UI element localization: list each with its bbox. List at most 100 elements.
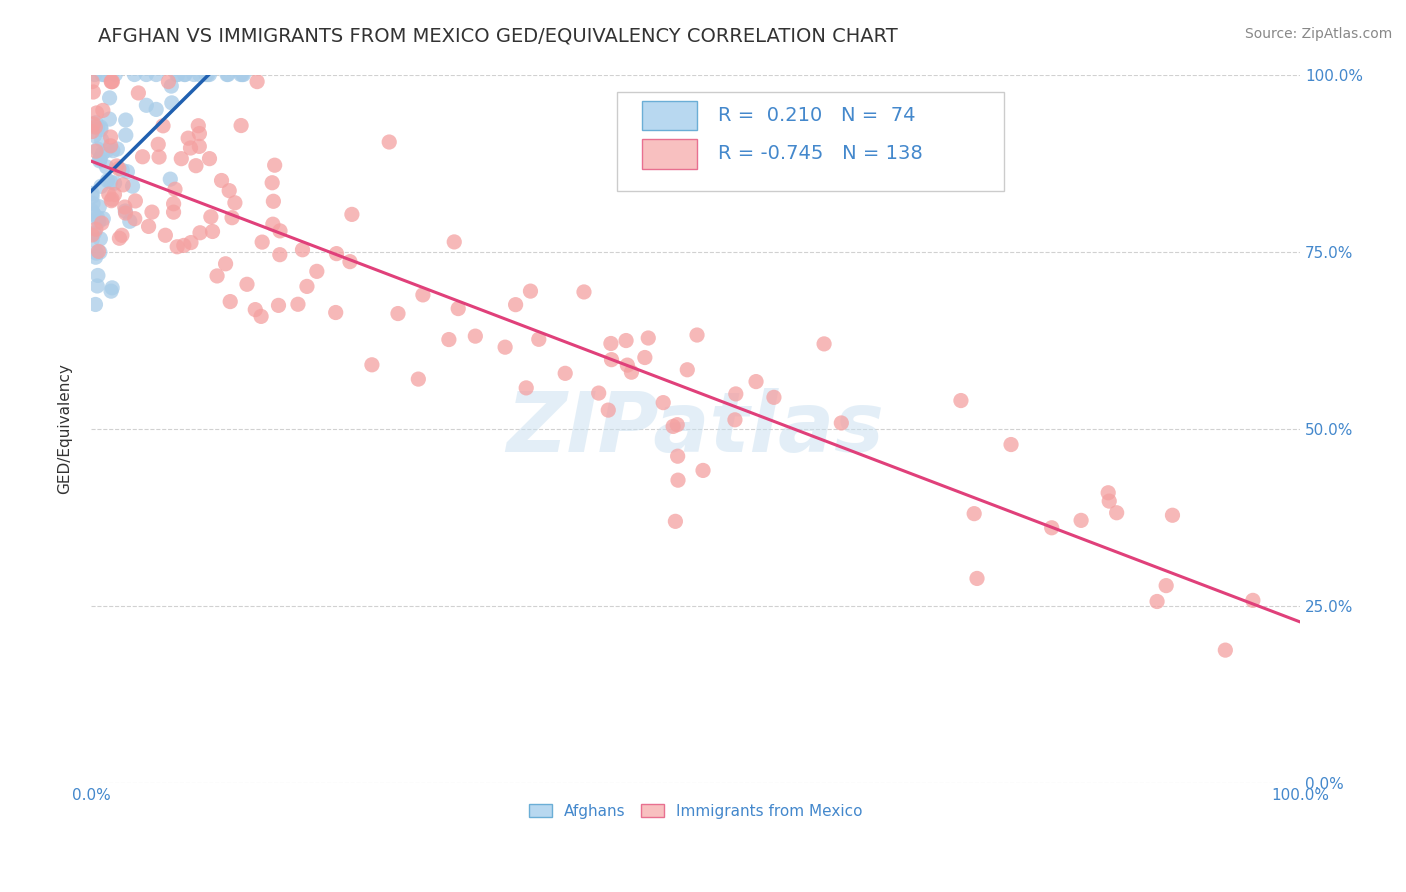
Point (231, 68, 253, 82)
Point (229, 68, 252, 82)
Point (505, 298, 527, 312)
Point (447, 301, 470, 316)
Point (135, 68, 157, 82)
Point (600, 352, 623, 367)
Point (830, 416, 852, 430)
Point (100, 130, 122, 145)
Point (214, 257, 236, 271)
Point (160, 95, 183, 110)
Point (103, 187, 125, 202)
Point (111, 228, 134, 243)
Point (87, 244, 110, 259)
Text: ZIPatlas: ZIPatlas (506, 388, 884, 469)
Point (378, 135, 401, 149)
Point (114, 204, 136, 219)
Point (221, 211, 243, 225)
Point (616, 358, 638, 372)
Point (724, 387, 747, 401)
Point (269, 248, 291, 262)
Point (90, 216, 112, 230)
Point (598, 403, 620, 417)
Point (250, 235, 273, 249)
Point (184, 159, 207, 173)
Point (103, 176, 125, 190)
Point (152, 119, 174, 133)
Point (201, 224, 224, 238)
Point (82, 204, 104, 219)
Point (145, 68, 167, 82)
Point (145, 103, 167, 117)
Point (84, 144, 107, 158)
Point (1146, 594, 1168, 608)
Point (183, 68, 205, 82)
Point (87, 268, 110, 283)
Point (599, 336, 621, 351)
Point (614, 334, 637, 348)
Point (963, 507, 986, 521)
Point (666, 449, 689, 463)
Point (464, 329, 486, 343)
Point (437, 333, 460, 347)
Point (527, 332, 550, 346)
Point (187, 119, 209, 133)
Point (148, 137, 170, 152)
Point (217, 68, 239, 82)
Point (949, 393, 972, 408)
Point (82, 190, 104, 204)
Point (101, 144, 124, 158)
Point (325, 305, 347, 319)
Text: Source: ZipAtlas.com: Source: ZipAtlas.com (1244, 27, 1392, 41)
Point (197, 68, 219, 82)
Point (86, 120, 108, 135)
Point (229, 119, 252, 133)
Point (83, 207, 105, 221)
Point (218, 184, 240, 198)
Text: R =  0.210   N =  74: R = 0.210 N = 74 (718, 106, 915, 125)
Point (160, 79, 183, 94)
Point (131, 150, 153, 164)
Point (167, 68, 190, 82)
Point (269, 224, 291, 238)
Point (98, 112, 121, 127)
Point (114, 206, 136, 220)
Point (666, 417, 689, 432)
FancyBboxPatch shape (617, 92, 1004, 192)
Point (114, 113, 136, 128)
Point (90, 179, 112, 194)
Point (387, 307, 409, 321)
Point (105, 142, 128, 156)
Point (166, 240, 188, 254)
Point (408, 372, 430, 386)
Point (89, 153, 111, 168)
Point (141, 205, 163, 219)
Point (83, 226, 105, 240)
Point (89, 152, 111, 166)
Point (813, 337, 835, 351)
Point (262, 176, 284, 190)
Point (105, 159, 128, 173)
Point (84, 250, 107, 264)
Point (180, 235, 202, 250)
Point (127, 86, 149, 100)
Point (100, 284, 122, 298)
Point (86, 211, 108, 225)
Point (86, 246, 108, 260)
Point (1161, 508, 1184, 523)
Point (100, 74, 122, 88)
Point (82, 85, 104, 99)
Point (108, 231, 131, 245)
Point (1097, 485, 1119, 500)
Point (83, 128, 105, 143)
Point (637, 331, 659, 345)
Point (86, 279, 108, 293)
Point (114, 200, 136, 214)
Point (162, 205, 184, 219)
Point (83, 117, 105, 131)
Point (86, 142, 108, 156)
Point (162, 196, 184, 211)
Point (1070, 513, 1092, 527)
Text: R = -0.745   N = 138: R = -0.745 N = 138 (718, 145, 924, 163)
Point (112, 178, 135, 192)
Point (84, 222, 107, 236)
Point (108, 161, 131, 176)
